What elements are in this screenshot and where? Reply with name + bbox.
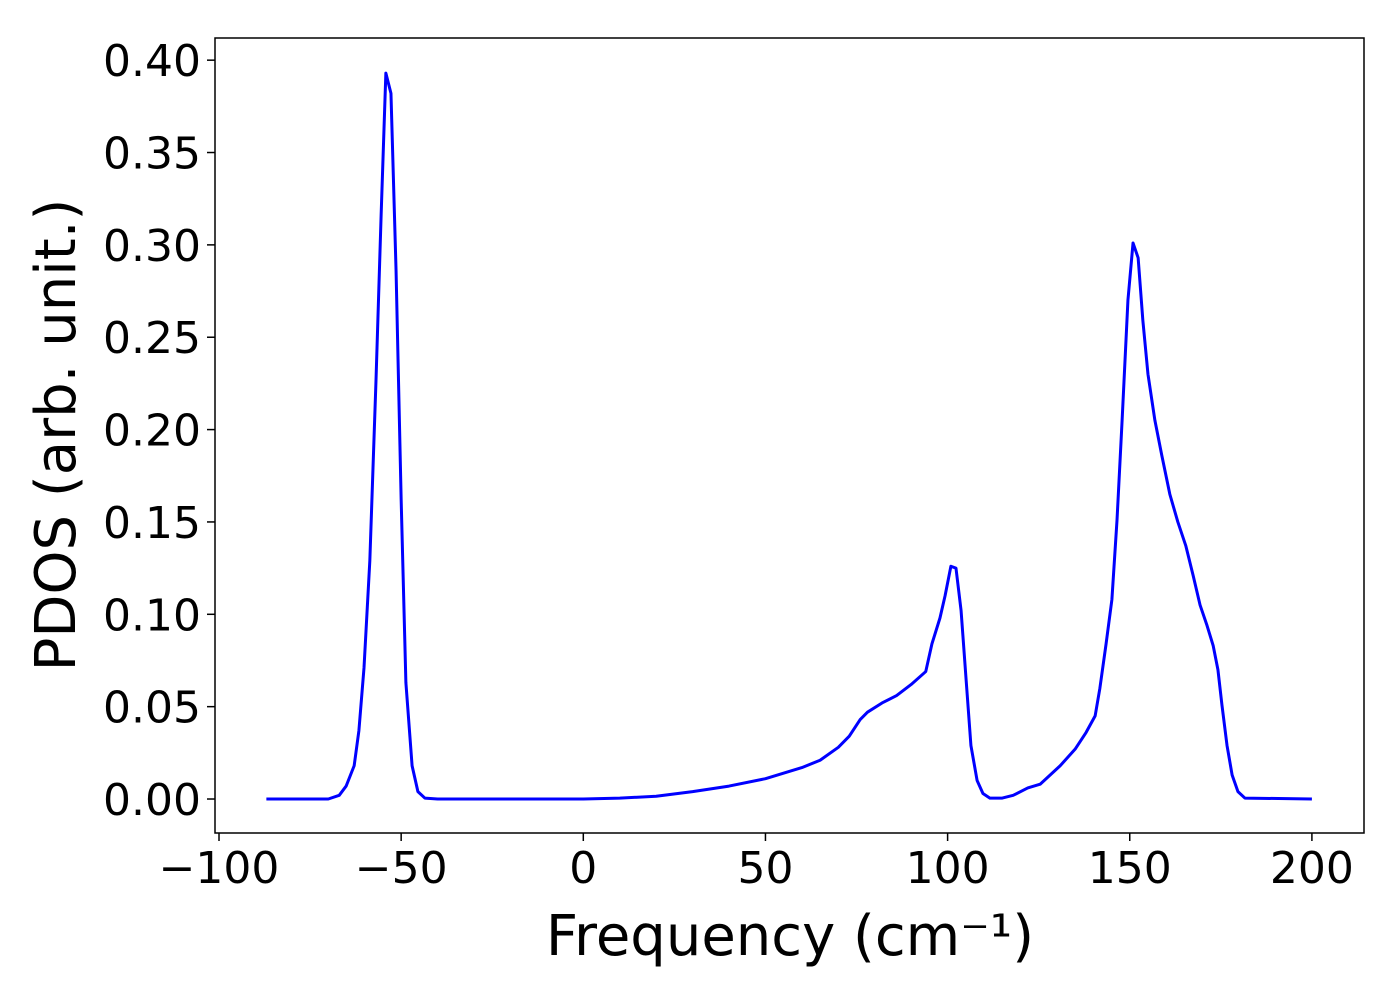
y-tick-label: 0.35 xyxy=(103,129,201,180)
x-tick-label: 150 xyxy=(1088,843,1172,894)
plot-frame xyxy=(214,37,1365,834)
x-tick-label: −50 xyxy=(355,843,448,894)
x-tick-label: −100 xyxy=(159,843,280,894)
pdos-line xyxy=(266,71,1312,801)
y-axis-label: PDOS (arb. unit.) xyxy=(24,199,89,672)
y-tick-label: 0.20 xyxy=(103,406,201,457)
y-tick-label: 0.40 xyxy=(103,36,201,87)
x-tick-label: 100 xyxy=(906,843,990,894)
x-tick-label: 50 xyxy=(737,843,793,894)
y-tick-label: 0.25 xyxy=(103,313,201,364)
y-tick-label: 0.05 xyxy=(103,683,201,734)
x-axis-label: Frequency (cm⁻¹) xyxy=(546,904,1034,969)
y-tick-label: 0.00 xyxy=(103,775,201,826)
y-tick-label: 0.15 xyxy=(103,498,201,549)
x-tick-label: 0 xyxy=(569,843,597,894)
x-tick-label: 200 xyxy=(1270,843,1354,894)
y-tick-label: 0.30 xyxy=(103,221,201,272)
y-tick-label: 0.10 xyxy=(103,590,201,641)
